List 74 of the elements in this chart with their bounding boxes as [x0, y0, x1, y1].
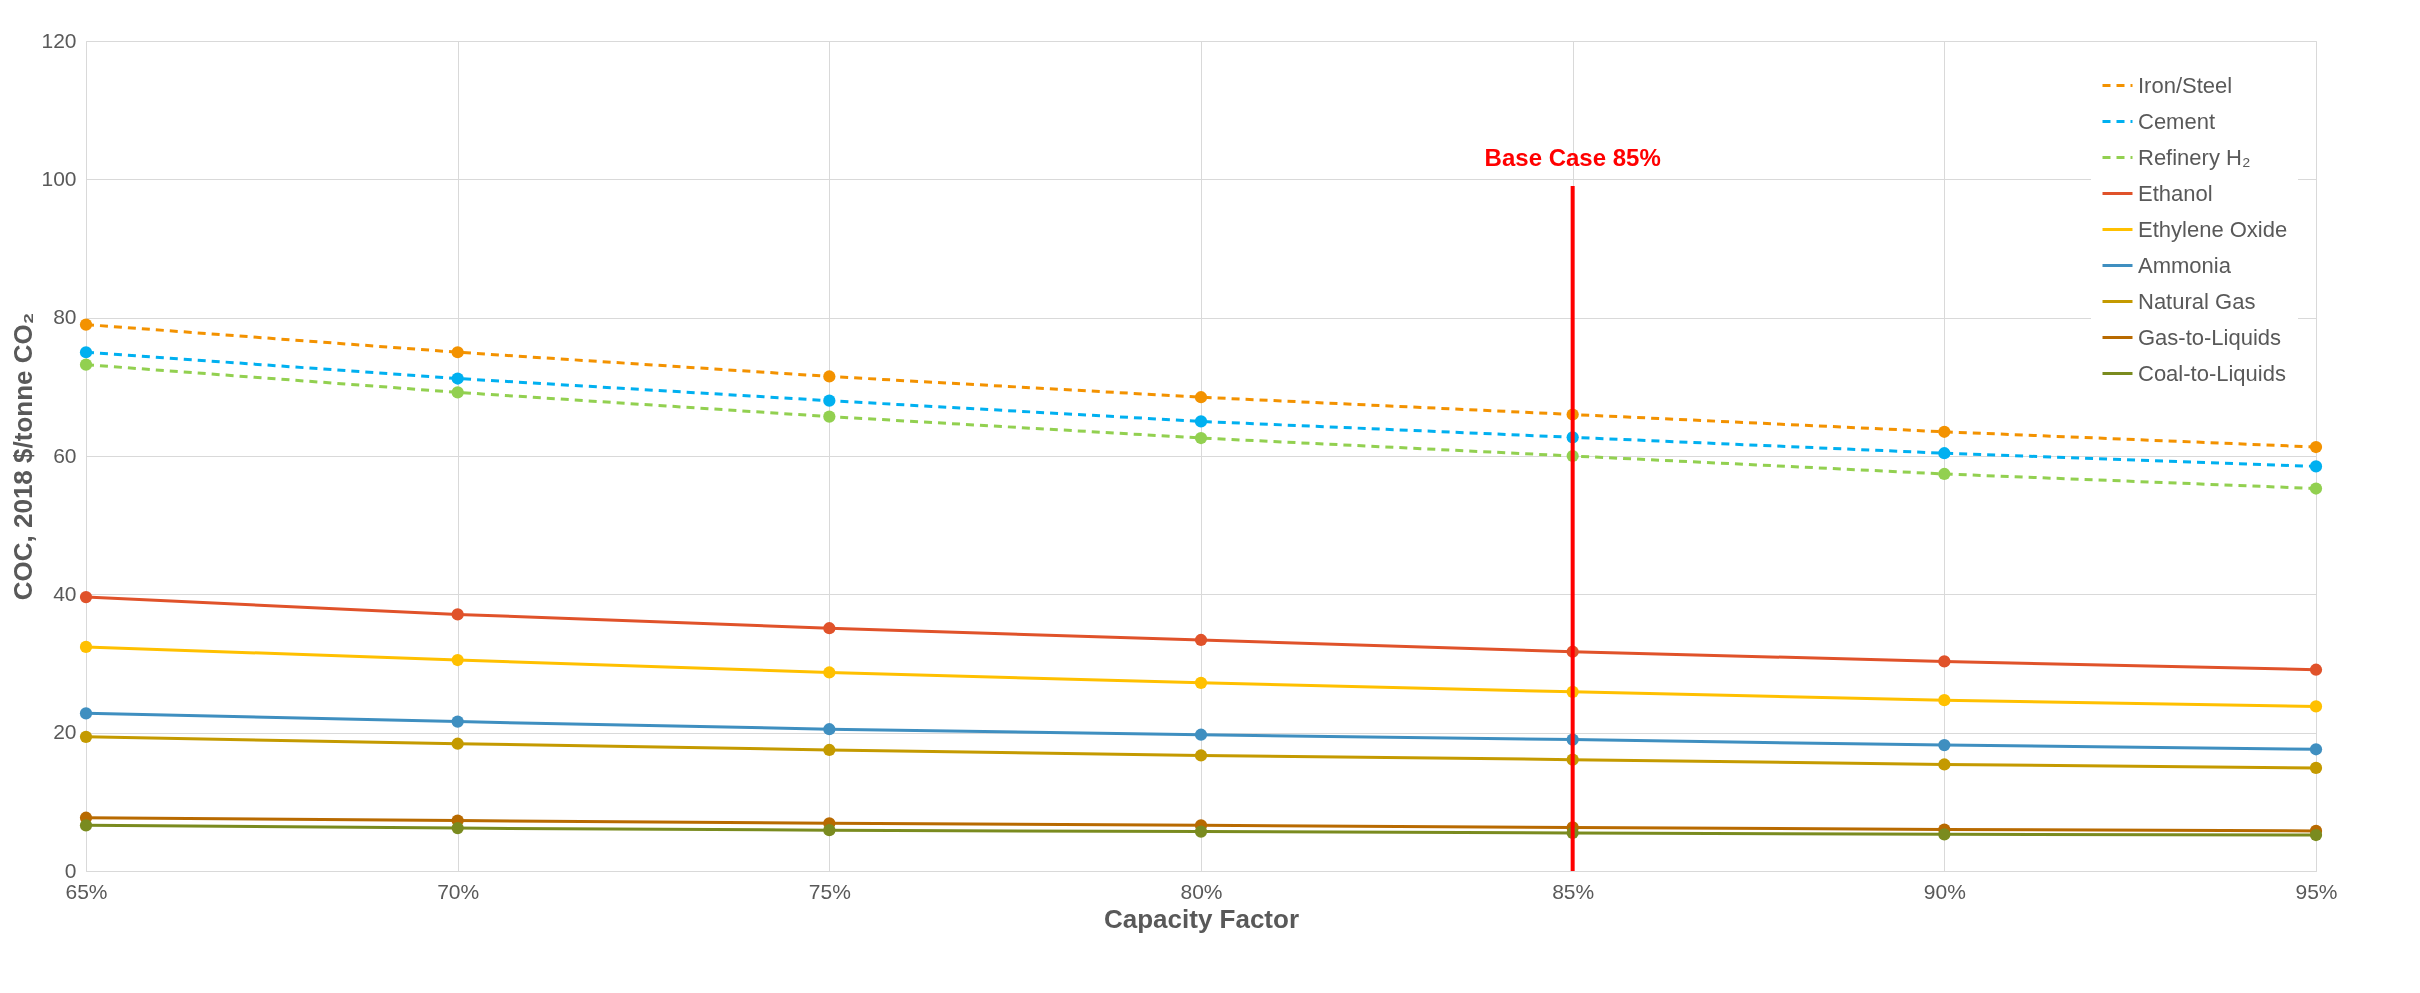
point — [823, 394, 836, 407]
point — [451, 737, 464, 750]
y-tick-label: 120 — [41, 28, 77, 52]
point — [451, 608, 464, 621]
legend-label: Gas-to-Liquids — [2138, 324, 2282, 350]
point — [2309, 460, 2323, 473]
y-tick-label: 60 — [53, 443, 77, 467]
point — [79, 318, 93, 331]
point — [451, 715, 464, 728]
y-tick-label: 0 — [64, 858, 77, 882]
point — [1194, 749, 1208, 762]
point — [2309, 700, 2323, 713]
point — [2309, 440, 2323, 454]
point — [2309, 828, 2323, 842]
point — [1194, 415, 1208, 428]
y-tick-label: 80 — [53, 305, 77, 329]
point — [451, 822, 464, 835]
x-tick-label: 90% — [1923, 879, 1966, 903]
point — [451, 372, 464, 385]
point — [79, 707, 93, 720]
x-tick-label: 95% — [2295, 879, 2338, 903]
point — [1938, 467, 1951, 481]
point — [79, 358, 93, 371]
legend-label: Ethylene Oxide — [2138, 216, 2288, 242]
point — [79, 730, 93, 743]
point — [1194, 391, 1208, 404]
point — [823, 410, 836, 423]
legend-label: Cement — [2138, 108, 2216, 134]
point — [2309, 761, 2323, 775]
point — [823, 622, 836, 635]
ref-line-label: Base Case 85% — [1484, 144, 1661, 171]
point — [1194, 825, 1208, 838]
point — [1194, 728, 1208, 741]
legend-label: Ethanol — [2138, 180, 2213, 206]
point — [1938, 758, 1951, 771]
point — [823, 723, 836, 736]
point — [1938, 655, 1951, 668]
point — [1938, 828, 1951, 841]
point — [1194, 431, 1208, 445]
point — [2309, 743, 2323, 756]
x-tick-label: 70% — [437, 879, 480, 903]
point — [2309, 663, 2323, 676]
point — [823, 743, 836, 757]
legend-label: Ammonia — [2138, 252, 2232, 278]
point — [79, 346, 93, 359]
point — [823, 666, 836, 679]
point — [79, 640, 93, 654]
point — [1938, 425, 1951, 438]
point — [451, 653, 464, 667]
legend-label: Natural Gas — [2138, 288, 2256, 314]
y-tick-label: 20 — [53, 720, 77, 744]
point — [823, 824, 836, 837]
point — [451, 346, 464, 359]
x-tick-label: 85% — [1552, 879, 1595, 903]
legend-label: Coal-to-Liquids — [2138, 360, 2286, 386]
point — [79, 819, 93, 832]
x-tick-label: 75% — [808, 879, 851, 903]
point — [1938, 694, 1951, 707]
point — [1194, 633, 1208, 647]
point — [1938, 739, 1951, 752]
point — [79, 590, 93, 604]
x-tick-label: 80% — [1180, 879, 1223, 903]
point — [1938, 447, 1951, 460]
point — [2309, 482, 2323, 495]
point — [1194, 676, 1208, 689]
y-tick-label: 40 — [53, 581, 77, 605]
x-tick-label: 65% — [65, 879, 108, 903]
y-tick-label: 100 — [41, 166, 77, 190]
point — [451, 386, 464, 399]
legend-label: Iron/Steel — [2138, 72, 2233, 98]
y-axis-title: COC, 2018 $/tonne CO₂ — [8, 312, 39, 601]
legend-label: Refinery H₂ — [2138, 144, 2251, 170]
x-axis-title: Capacity Factor — [1103, 903, 1300, 934]
point — [823, 370, 836, 383]
